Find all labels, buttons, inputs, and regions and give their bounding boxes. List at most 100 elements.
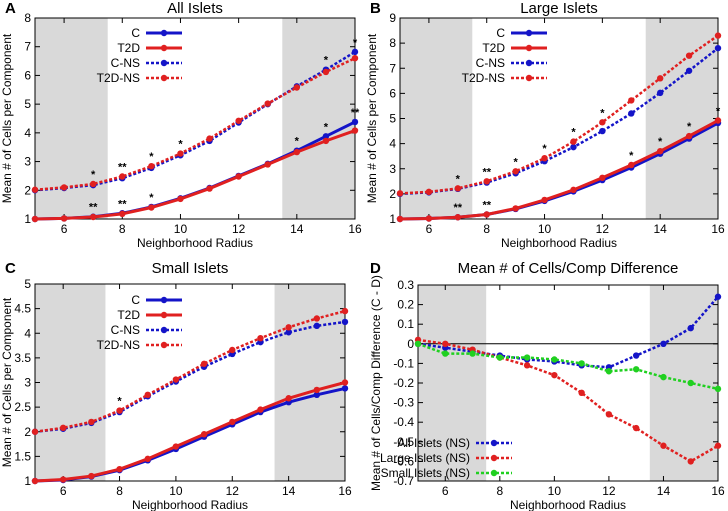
legend-swatch-marker [490, 469, 498, 477]
significance-marker: * [149, 192, 154, 204]
x-tick-label: 16 [711, 484, 725, 498]
data-point [293, 84, 301, 91]
legend-label: T2D-NS [97, 71, 140, 85]
data-point [599, 119, 606, 126]
data-point [578, 389, 585, 396]
data-point [656, 89, 664, 97]
shaded-region [282, 18, 355, 219]
y-tick-label: 2.5 [14, 400, 31, 414]
x-tick-label: 12 [226, 484, 240, 498]
data-point [599, 174, 606, 181]
significance-marker: * [513, 156, 518, 168]
legend-label: Small Islets (NS) [381, 466, 470, 480]
data-point [541, 154, 548, 162]
data-point [660, 340, 667, 347]
significance-marker: * [117, 396, 122, 408]
y-tick-label: 1 [389, 212, 396, 226]
series-line-t2d-ns [399, 34, 719, 195]
x-tick-label: 12 [232, 222, 246, 236]
data-point [512, 168, 519, 175]
data-point [578, 360, 585, 367]
y-tick-label: 1 [24, 212, 31, 226]
data-point [60, 215, 68, 222]
legend-label: T2D [482, 41, 505, 55]
data-point [570, 138, 577, 145]
x-tick-label: 16 [711, 222, 725, 236]
significance-marker: * [324, 121, 329, 133]
data-point [396, 215, 404, 223]
data-point [313, 322, 321, 330]
legend-label: C-NS [111, 323, 140, 337]
data-point [551, 371, 558, 379]
y-axis-label: Mean # of Cells per Component [0, 297, 14, 467]
legend-swatch-marker [160, 29, 168, 37]
legend-swatch-marker [160, 296, 168, 304]
data-point [264, 100, 271, 107]
data-point [442, 350, 449, 357]
panel-letter: A [5, 0, 16, 17]
data-point [148, 204, 155, 211]
chart-panel-c: 6 8 10 12 14 16 1 1.5 2 2.5 3 3.5 4 4.5 5 Neighborhood … [0, 260, 352, 511]
series-line-t2d [34, 129, 356, 221]
data-point [454, 185, 462, 192]
data-point [285, 324, 292, 331]
shaded-region [35, 284, 106, 481]
y-tick-label: 2 [24, 425, 31, 439]
x-axis-label: Neighborhood Radius [137, 236, 253, 250]
x-tick-label: 8 [116, 484, 123, 498]
legend-swatch-marker [525, 29, 533, 37]
data-point [144, 391, 151, 399]
legend-swatch-marker [160, 326, 168, 334]
significance-marker: * [295, 136, 300, 148]
legend-swatch-marker [160, 44, 168, 52]
significance-marker: * [149, 151, 154, 163]
data-point [31, 428, 39, 435]
data-point [656, 75, 664, 82]
data-point [714, 32, 722, 39]
data-point [257, 334, 264, 342]
data-point [31, 215, 39, 223]
x-tick-label: 6 [426, 222, 433, 236]
data-point [523, 362, 531, 369]
legend-label: C [131, 26, 140, 40]
y-tick-label: -0.3 [393, 396, 414, 410]
data-point [293, 148, 301, 156]
panel-title: Small Islets [152, 260, 229, 277]
legend-label: T2D [117, 41, 140, 55]
data-point [285, 329, 292, 336]
legend-swatch-marker [490, 454, 498, 462]
significance-marker: * [456, 173, 461, 185]
y-tick-label: 4.5 [14, 302, 31, 316]
data-point [322, 68, 330, 76]
data-point [235, 117, 242, 124]
data-point [605, 411, 613, 418]
chart-panel-d: 6 8 10 12 14 16 -0.7 -0.6 -0.5 -0.4 -0.3 -0.2 -0.1 0 0… [369, 260, 725, 511]
y-tick-label: 9 [389, 11, 396, 25]
significance-marker: * [658, 136, 663, 148]
data-point [599, 127, 606, 135]
data-point [570, 186, 577, 194]
data-point [714, 117, 722, 124]
y-tick-label: 4 [24, 126, 31, 140]
x-tick-label: 14 [282, 484, 296, 498]
y-tick-label: -0.1 [393, 356, 414, 370]
data-point [687, 324, 694, 332]
y-tick-label: 2 [24, 183, 31, 197]
x-axis-label: Neighborhood Radius [501, 236, 617, 250]
series-line-t2d [34, 381, 346, 483]
y-tick-label: 2 [389, 187, 396, 201]
data-point [483, 178, 490, 185]
y-tick-label: 1 [24, 474, 31, 488]
legend-label: C [131, 293, 140, 307]
data-point [512, 205, 519, 212]
x-tick-label: 8 [119, 222, 126, 236]
data-point [496, 354, 504, 361]
data-point [483, 211, 490, 218]
y-tick-label: 5 [24, 277, 31, 291]
data-point [200, 431, 208, 438]
data-point [660, 373, 667, 381]
data-point [88, 418, 95, 426]
